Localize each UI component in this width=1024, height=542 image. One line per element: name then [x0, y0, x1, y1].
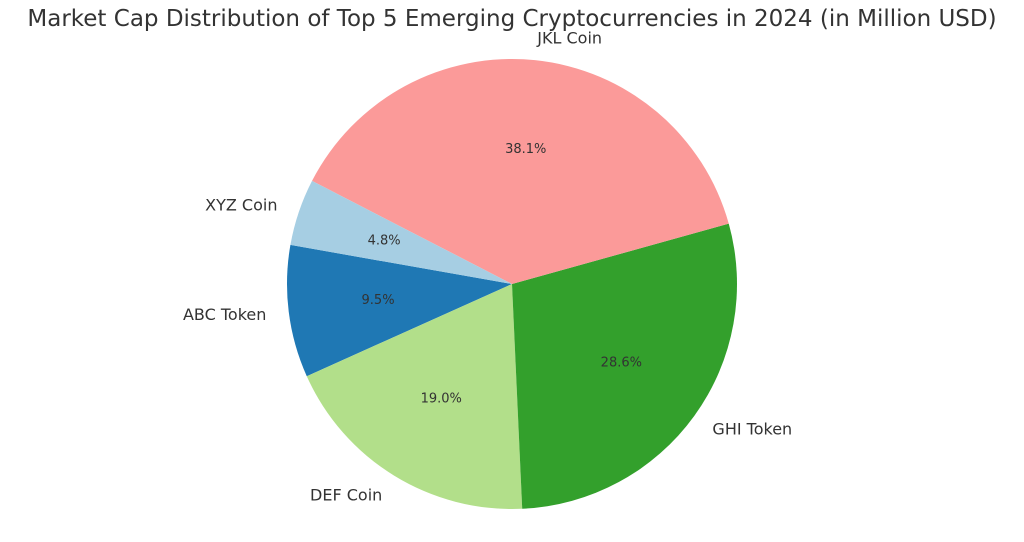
pie-slice-abc-token [287, 244, 512, 377]
pie-slice-ghi-token [512, 223, 737, 509]
slice-label-ghi-token: GHI Token [712, 420, 792, 439]
pie-slices [287, 59, 737, 510]
chart-title: Market Cap Distribution of Top 5 Emergin… [27, 6, 997, 32]
slice-label-def-coin: DEF Coin [310, 485, 382, 504]
slice-label-xyz-coin: XYZ Coin [205, 195, 277, 214]
pie-labels: 9.5% ABC Token 19.0% DEF Coin 28.6% GHI Token… [183, 28, 792, 504]
pct-label-def-coin: 19.0% [421, 391, 462, 406]
pct-label-xyz-coin: 4.8% [368, 233, 401, 248]
pct-label-ghi-token: 28.6% [601, 356, 642, 371]
pct-label-abc-token: 9.5% [362, 293, 395, 308]
pie-slice-xyz-coin [290, 180, 512, 284]
pie-slice-jkl-coin [312, 59, 729, 284]
slice-label-jkl-coin: JKL Coin [536, 28, 602, 47]
pie-slice-def-coin [306, 284, 523, 510]
pct-label-jkl-coin: 38.1% [505, 142, 546, 157]
slice-label-abc-token: ABC Token [183, 305, 266, 324]
